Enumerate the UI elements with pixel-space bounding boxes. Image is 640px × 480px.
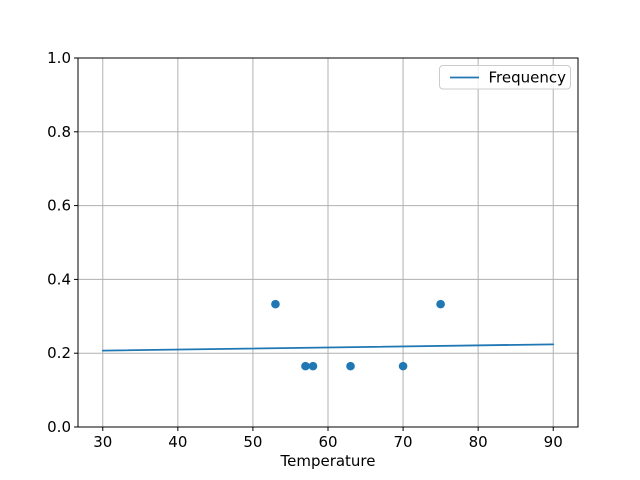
scatter-point [346,361,355,371]
data-series [101,299,555,371]
x-tick-label: 50 [243,433,262,451]
scatter-point [308,361,318,371]
trend-line [101,343,555,352]
legend-label: Frequency [489,69,567,87]
scatter-point [271,299,280,309]
x-tick-label: 70 [394,433,413,451]
y-tick-label: 0.6 [47,197,71,215]
legend-box [439,65,571,90]
legend: Frequency [439,65,571,90]
tick-labels: 30 40 50 60 70 80 90 0.0 0.2 0.4 0.6 0.8 1.0 [47,49,563,451]
x-tick-label: 80 [469,433,488,451]
y-tick-label: 0.4 [47,270,71,288]
plot-border [77,57,579,428]
y-tick-label: 1.0 [47,49,71,67]
x-axis-label: Temperature [279,452,375,470]
scatter-point [436,299,445,309]
scatter-point [398,361,408,371]
axis-ticks [74,57,554,431]
x-tick-label: 60 [318,433,337,451]
scatter-point [301,361,310,371]
y-tick-label: 0.8 [47,123,71,141]
y-tick-label: 0.0 [47,418,71,436]
x-tick-label: 90 [544,433,563,451]
x-tick-label: 30 [93,433,112,451]
gridlines [78,57,578,428]
y-tick-label: 0.2 [47,344,71,362]
x-tick-label: 40 [168,433,187,451]
